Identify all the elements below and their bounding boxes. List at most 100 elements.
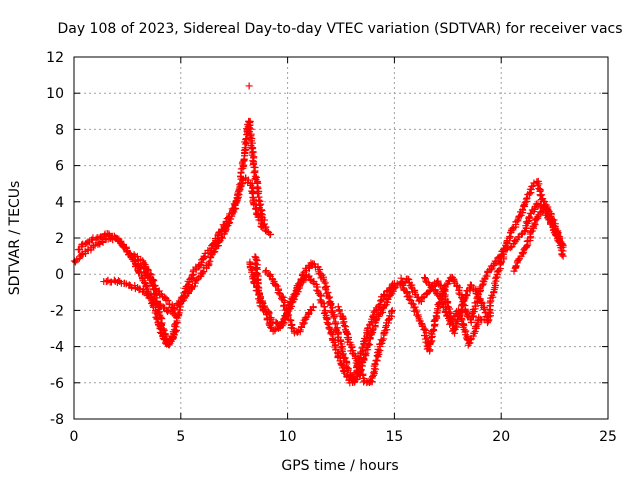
data-point-track-e [324, 288, 332, 296]
data-point-track-l [556, 234, 564, 242]
data-point-track-j [467, 281, 475, 289]
data-point-track-i [520, 201, 528, 209]
x-tick-label: 5 [176, 429, 185, 445]
data-point-track-f [375, 302, 383, 310]
data-point-track-d [171, 328, 179, 336]
data-point-track-l [539, 207, 547, 215]
y-tick-label: -4 [50, 340, 64, 356]
data-point-track-b [258, 223, 266, 231]
data-point-track-f [272, 318, 280, 326]
data-point-track-d [162, 332, 170, 340]
data-point-track-d [172, 327, 180, 335]
data-point-track-k [480, 315, 488, 323]
data-point-track-k [462, 331, 470, 339]
data-point-outliers [245, 82, 253, 90]
data-point-track-i [525, 190, 533, 198]
data-point-track-a [263, 227, 271, 235]
data-point-track-b [226, 219, 234, 227]
data-point-track-k [448, 315, 456, 323]
data-point-track-k [446, 320, 454, 328]
data-point-track-e [271, 325, 279, 333]
data-point-track-c [174, 311, 182, 319]
data-point-track-h [378, 337, 386, 345]
y-axis-label: SDTVAR / TECUs [7, 181, 23, 296]
data-point-track-j [500, 247, 508, 255]
data-point-track-b [219, 234, 227, 242]
data-point-track-k [426, 281, 434, 289]
data-point-track-f [377, 296, 385, 304]
data-point-track-d [153, 297, 161, 305]
data-point-track-g [284, 312, 292, 320]
data-point-track-j [458, 301, 466, 309]
data-point-track-f [299, 278, 307, 286]
data-point-track-h [334, 303, 342, 311]
data-point-track-i [523, 194, 531, 202]
data-point-track-c [175, 312, 183, 320]
data-point-track-f [327, 330, 335, 338]
data-point-track-j [451, 329, 459, 337]
x-tick-label: 0 [70, 429, 79, 445]
data-point-track-f [369, 313, 377, 321]
data-point-track-j [495, 266, 503, 274]
x-tick-label: 10 [279, 429, 297, 445]
data-point-track-e [252, 255, 260, 263]
data-point-track-i [422, 332, 430, 340]
data-point-track-i [522, 195, 530, 203]
data-point-track-h [340, 322, 348, 330]
data-point-track-g [280, 301, 288, 309]
data-point-track-e [316, 269, 324, 277]
data-point-track-g [309, 303, 317, 311]
chart-title: Day 108 of 2023, Sidereal Day-to-day VTE… [57, 21, 622, 37]
y-tick-label: 12 [46, 50, 64, 66]
data-point-track-f [296, 281, 304, 289]
data-point-track-g [301, 314, 309, 322]
data-point-track-b [215, 237, 223, 245]
data-point-track-a [249, 148, 257, 156]
data-point-track-b [234, 191, 242, 199]
data-point-track-k [438, 300, 446, 308]
data-point-track-i [423, 335, 431, 343]
data-point-track-f [358, 344, 366, 352]
data-point-track-b [213, 242, 221, 250]
data-point-track-i [421, 325, 429, 333]
data-point-track-j [457, 302, 465, 310]
data-point-track-i [521, 198, 529, 206]
data-point-track-i [397, 274, 405, 282]
axis-ticks: 0 5 10 15 20 25 -8 -6 -4 -2 0 2 4 6 8 10 12 [46, 50, 617, 445]
data-point-track-e [310, 260, 318, 268]
data-point-track-l [512, 262, 520, 270]
data-point-track-e [253, 270, 261, 278]
data-point-track-b [257, 222, 265, 230]
data-point-track-f [324, 320, 332, 328]
data-point-track-i [515, 212, 523, 220]
data-point-track-h [388, 306, 396, 314]
x-axis-label: GPS time / hours [281, 458, 398, 474]
data-point-track-g [269, 276, 277, 284]
data-point-track-d [165, 341, 173, 349]
data-point-track-b [180, 293, 188, 301]
data-point-track-b [211, 248, 219, 256]
x-tick-label: 20 [492, 429, 510, 445]
data-point-track-i [404, 292, 412, 300]
data-point-track-e [266, 323, 274, 331]
data-point-track-f [249, 271, 257, 279]
y-tick-label: 0 [55, 267, 64, 283]
data-point-track-i [478, 281, 486, 289]
data-point-track-b [250, 201, 258, 209]
data-point-track-e [325, 294, 333, 302]
data-point-track-g [298, 323, 306, 331]
data-point-track-l [559, 243, 567, 251]
data-point-track-a [267, 230, 275, 238]
data-point-track-j [425, 288, 433, 296]
data-point-track-a [262, 227, 270, 235]
data-point-track-f [340, 367, 348, 375]
data-point-track-f [349, 373, 357, 381]
data-point-track-f [280, 315, 288, 323]
data-point-track-g [273, 282, 281, 290]
data-point-track-e [366, 334, 374, 342]
data-point-track-k [429, 282, 437, 290]
data-point-track-a [257, 200, 265, 208]
data-point-track-a [250, 169, 258, 177]
data-point-track-d [160, 326, 168, 334]
